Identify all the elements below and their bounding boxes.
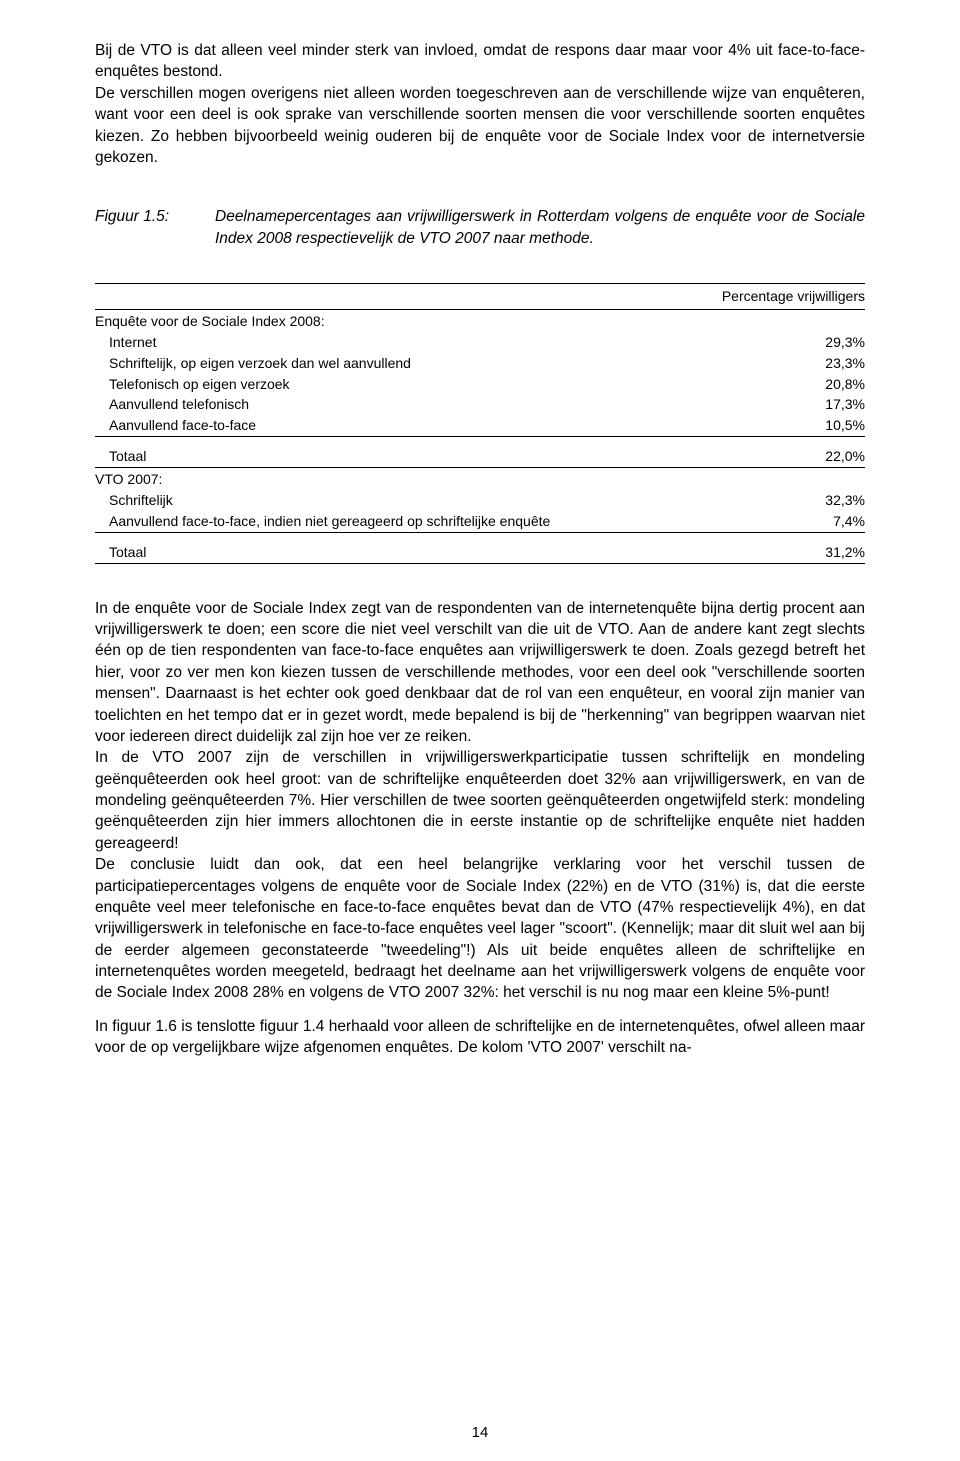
total-label: Totaal	[95, 437, 673, 468]
table-total-row: Totaal 31,2%	[95, 532, 865, 563]
row-label: Schriftelijk	[95, 490, 673, 511]
figure-caption: Deelnamepercentages aan vrijwilligerswer…	[215, 206, 865, 249]
body-paragraph-1: In de enquête voor de Sociale Index zegt…	[95, 598, 865, 748]
table-row: Internet 29,3%	[95, 332, 865, 353]
table-row: Aanvullend face-to-face 10,5%	[95, 415, 865, 436]
row-value: 29,3%	[673, 332, 866, 353]
data-table: Percentage vrijwilligers Enquête voor de…	[95, 283, 865, 564]
table-section-title: Enquête voor de Sociale Index 2008:	[95, 309, 865, 331]
table-total-row: Totaal 22,0%	[95, 437, 865, 468]
intro-paragraph-1: Bij de VTO is dat alleen veel minder ste…	[95, 40, 865, 83]
row-label: Internet	[95, 332, 673, 353]
body-text-block: In de enquête voor de Sociale Index zegt…	[95, 598, 865, 1059]
table-section-title: VTO 2007:	[95, 468, 865, 490]
table-column-header: Percentage vrijwilligers	[673, 284, 866, 310]
table-row: Schriftelijk 32,3%	[95, 490, 865, 511]
table-row: Aanvullend face-to-face, indien niet ger…	[95, 511, 865, 532]
row-value: 10,5%	[673, 415, 866, 436]
row-value: 17,3%	[673, 394, 866, 415]
row-label: Aanvullend face-to-face	[95, 415, 673, 436]
section-title-label: Enquête voor de Sociale Index 2008:	[95, 309, 673, 331]
body-paragraph-3: De conclusie luidt dan ook, dat een heel…	[95, 854, 865, 1004]
table-row: Aanvullend telefonisch 17,3%	[95, 394, 865, 415]
row-label: Telefonisch op eigen verzoek	[95, 374, 673, 395]
table-header-row: Percentage vrijwilligers	[95, 284, 865, 310]
intro-paragraph-2: De verschillen mogen overigens niet alle…	[95, 83, 865, 169]
row-label: Aanvullend telefonisch	[95, 394, 673, 415]
total-value: 22,0%	[673, 437, 866, 468]
body-paragraph-4: In figuur 1.6 is tenslotte figuur 1.4 he…	[95, 1016, 865, 1059]
page-number: 14	[0, 1424, 960, 1441]
total-label: Totaal	[95, 532, 673, 563]
document-page: Bij de VTO is dat alleen veel minder ste…	[0, 0, 960, 1461]
row-label: Aanvullend face-to-face, indien niet ger…	[95, 511, 673, 532]
section-title-label: VTO 2007:	[95, 468, 673, 490]
figure-label: Figuur 1.5:	[95, 206, 215, 249]
row-value: 32,3%	[673, 490, 866, 511]
row-label: Schriftelijk, op eigen verzoek dan wel a…	[95, 353, 673, 374]
table-row: Schriftelijk, op eigen verzoek dan wel a…	[95, 353, 865, 374]
row-value: 20,8%	[673, 374, 866, 395]
row-value: 7,4%	[673, 511, 866, 532]
table-row: Telefonisch op eigen verzoek 20,8%	[95, 374, 865, 395]
total-value: 31,2%	[673, 532, 866, 563]
figure-caption-block: Figuur 1.5: Deelnamepercentages aan vrij…	[95, 206, 865, 249]
body-paragraph-2: In de VTO 2007 zijn de verschillen in vr…	[95, 747, 865, 854]
row-value: 23,3%	[673, 353, 866, 374]
